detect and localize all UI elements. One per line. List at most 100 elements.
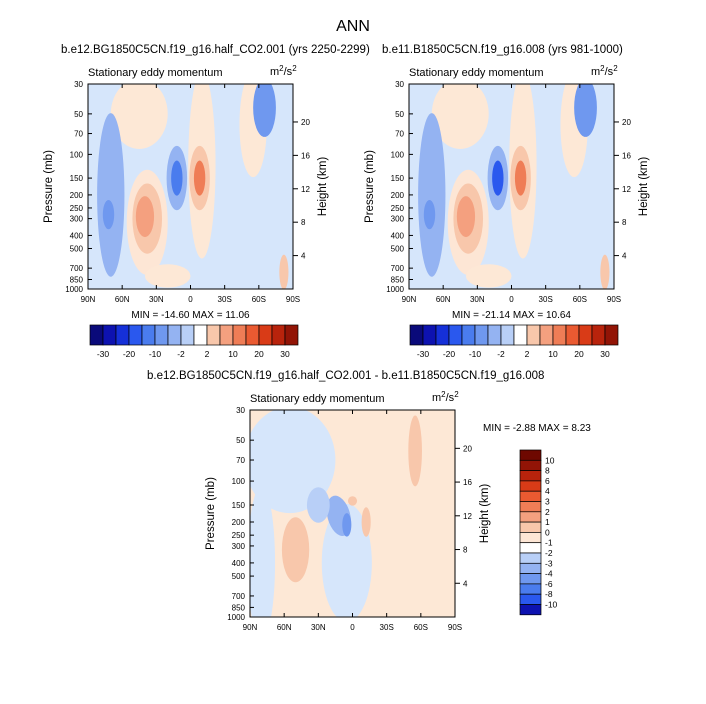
colorbar-label: 30 — [600, 349, 610, 359]
colorbar-label: -4 — [545, 569, 553, 579]
y-tick-label: 30 — [74, 80, 83, 89]
y2-tick-label: 8 — [301, 218, 306, 227]
field-region — [418, 113, 446, 277]
x-tick-label: 60S — [252, 295, 266, 304]
x-tick-label: 90N — [402, 295, 417, 304]
field-region — [408, 415, 422, 487]
colorbar-label: 10 — [548, 349, 558, 359]
field-region — [574, 84, 597, 137]
colorbar-box — [519, 593, 542, 605]
colorbar-box — [193, 324, 208, 346]
colorbar-box — [519, 449, 542, 461]
colorbar-label: -1 — [545, 538, 553, 548]
field-region — [514, 160, 527, 196]
colorbar-label: -2 — [497, 349, 505, 359]
plot-axes: b.e12.BG1850C5CN.f19_g16.half_CO2.001 - … — [147, 370, 591, 632]
y-tick-label: 250 — [232, 531, 246, 540]
y-tick-label: 50 — [74, 110, 83, 119]
panel-title: b.e11.B1850C5CN.f19_g16.008 (yrs 981-100… — [382, 44, 623, 56]
y2-axis-label: Height (km) — [479, 484, 491, 544]
colorbar-box — [271, 324, 286, 346]
colorbar-box — [565, 324, 580, 346]
colorbar-label: -10 — [149, 349, 162, 359]
field-region — [193, 160, 206, 196]
y-tick-label: 100 — [232, 477, 246, 486]
colorbar-label: 10 — [545, 455, 555, 465]
colorbar-label: -6 — [545, 579, 553, 589]
colorbar-label: 2 — [545, 507, 550, 517]
field-region — [361, 507, 371, 537]
x-tick-label: 30S — [218, 295, 232, 304]
y-tick-label: 250 — [391, 204, 405, 213]
y2-tick-label: 12 — [622, 185, 631, 194]
colorbar-box — [526, 324, 541, 346]
y-tick-label: 500 — [391, 244, 405, 253]
y2-tick-label: 20 — [301, 118, 310, 127]
colorbar-box — [232, 324, 247, 346]
y-tick-label: 100 — [70, 150, 84, 159]
field-region — [171, 160, 183, 196]
y-tick-label: 50 — [395, 110, 404, 119]
x-tick-label: 30N — [149, 295, 164, 304]
colorbar-box — [141, 324, 156, 346]
colorbar-box — [219, 324, 234, 346]
x-tick-label: 30S — [539, 295, 553, 304]
colorbar-box — [448, 324, 463, 346]
y-tick-label: 850 — [232, 603, 246, 612]
colorbar-label: -10 — [469, 349, 482, 359]
y2-axis-label: Height (km) — [638, 157, 650, 217]
colorbar-box — [552, 324, 567, 346]
x-tick-label: 60N — [436, 295, 451, 304]
colorbar-box — [519, 552, 542, 564]
colorbar-box — [435, 324, 450, 346]
colorbar-box — [487, 324, 502, 346]
field-region — [456, 196, 476, 238]
x-tick-label: 30N — [470, 295, 485, 304]
x-tick-label: 90S — [607, 295, 621, 304]
colorbar-box — [422, 324, 437, 346]
field-region — [465, 264, 512, 288]
colorbar-box — [180, 324, 195, 346]
colorbar: -30 -20 -10 -2 2 10 20 30 — [409, 324, 619, 359]
y-tick-label: 1000 — [65, 285, 83, 294]
x-tick-label: 90N — [81, 295, 96, 304]
colorbar-box — [474, 324, 489, 346]
x-tick-label: 60N — [115, 295, 130, 304]
field-region — [110, 84, 168, 149]
colorbar-box — [519, 501, 542, 513]
colorbar-box — [519, 521, 542, 533]
colorbar-label: 8 — [545, 466, 550, 476]
colorbar-label: 2 — [525, 349, 530, 359]
colorbar-label: -10 — [545, 600, 558, 610]
y2-tick-label: 16 — [463, 478, 472, 487]
colorbar-label: 1 — [545, 517, 550, 527]
x-tick-label: 60S — [573, 295, 587, 304]
colorbar: -30 -20 -10 -2 2 10 20 30 — [89, 324, 299, 359]
colorbar-box — [539, 324, 554, 346]
field-region — [423, 199, 436, 230]
colorbar-box — [102, 324, 117, 346]
field-region — [321, 503, 372, 617]
y2-tick-label: 12 — [301, 185, 310, 194]
field-region — [144, 264, 191, 288]
units-label: m2/s2 — [270, 64, 297, 78]
min-max-text: MIN = -2.88 MAX = 8.23 — [483, 423, 591, 434]
y-tick-label: 200 — [70, 191, 84, 200]
y2-tick-label: 8 — [622, 218, 627, 227]
y-tick-label: 300 — [232, 542, 246, 551]
y-tick-label: 250 — [70, 204, 84, 213]
field-region — [97, 113, 125, 277]
colorbar-box — [519, 459, 542, 471]
y-tick-label: 500 — [70, 244, 84, 253]
y-axis-label: Pressure (mb) — [364, 150, 376, 223]
y-tick-label: 50 — [236, 436, 245, 445]
y2-tick-label: 4 — [463, 579, 468, 588]
min-max-text: MIN = -21.14 MAX = 10.64 — [452, 310, 571, 321]
colorbar-box — [461, 324, 476, 346]
field-region — [600, 254, 610, 289]
panel-subtitle: Stationary eddy momentum — [88, 67, 223, 79]
colorbar-box — [128, 324, 143, 346]
colorbar-box — [284, 324, 299, 346]
y-axis-label: Pressure (mb) — [43, 150, 55, 223]
